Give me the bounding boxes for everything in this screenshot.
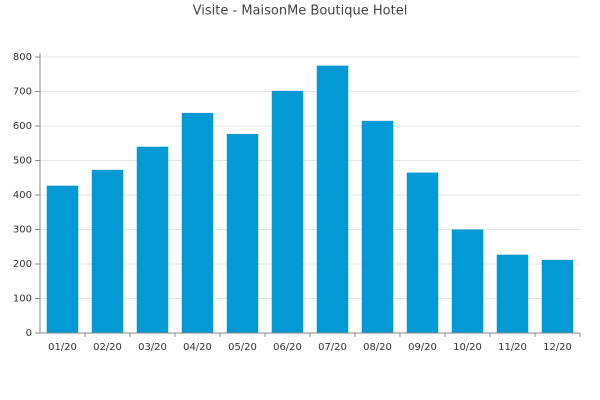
y-tick-label: 400 — [13, 190, 32, 201]
bar — [181, 112, 214, 333]
chart-title: Visite - MaisonMe Boutique Hotel — [193, 4, 408, 19]
bar — [496, 254, 529, 333]
x-tick-label: 11/20 — [498, 342, 527, 353]
bar — [361, 120, 394, 333]
bar — [226, 133, 259, 333]
y-tick-label: 600 — [13, 121, 32, 132]
x-tick-label: 06/20 — [273, 342, 302, 353]
bar — [91, 169, 124, 333]
y-tick-label: 700 — [13, 87, 32, 98]
y-tick-label: 800 — [13, 52, 32, 63]
x-tick-label: 04/20 — [183, 342, 212, 353]
bar — [136, 146, 169, 333]
x-tick-label: 09/20 — [408, 342, 437, 353]
y-tick-label: 200 — [13, 259, 32, 270]
bar — [451, 229, 484, 333]
x-tick-label: 03/20 — [138, 342, 167, 353]
x-tick-label: 07/20 — [318, 342, 347, 353]
x-tick-label: 05/20 — [228, 342, 257, 353]
bar — [271, 90, 304, 333]
x-tick-label: 01/20 — [48, 342, 77, 353]
bar — [541, 259, 574, 333]
x-tick-label: 08/20 — [363, 342, 392, 353]
bar — [316, 65, 349, 333]
y-tick-label: 0 — [26, 328, 32, 339]
x-tick-label: 10/20 — [453, 342, 482, 353]
y-tick-label: 100 — [13, 294, 32, 305]
x-tick-label: 02/20 — [93, 342, 122, 353]
y-tick-label: 500 — [13, 156, 32, 167]
y-tick-label: 300 — [13, 225, 32, 236]
x-tick-label: 12/20 — [543, 342, 572, 353]
bar — [406, 172, 439, 333]
bar — [46, 185, 79, 333]
